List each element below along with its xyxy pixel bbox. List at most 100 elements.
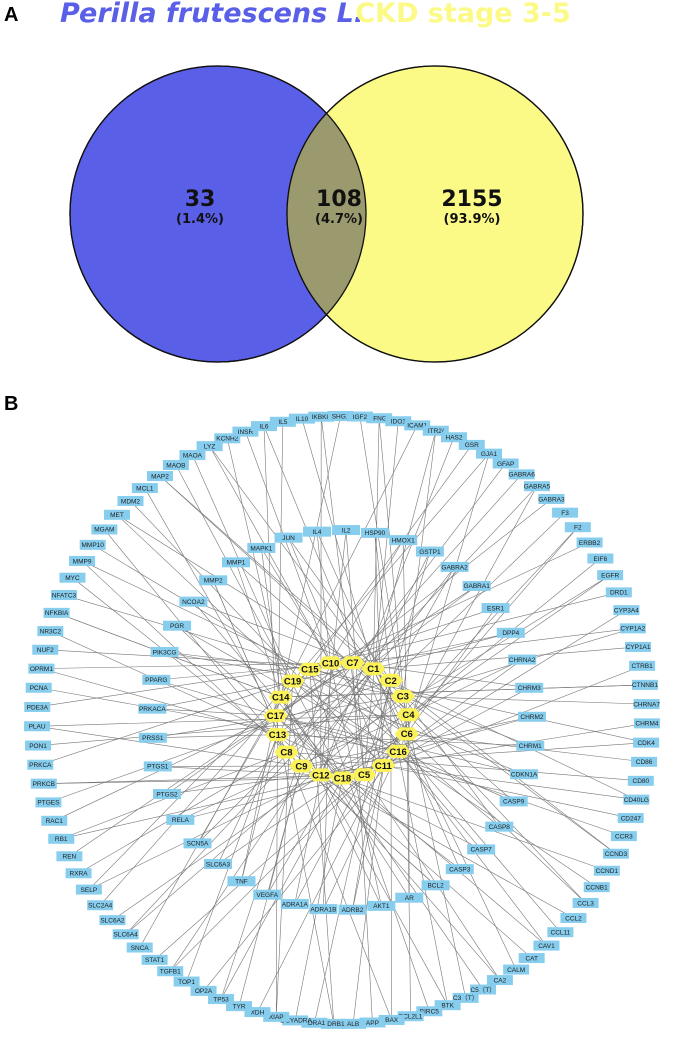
target-node-box (301, 1017, 328, 1028)
network-edge (38, 687, 399, 752)
network-edge (209, 445, 331, 664)
target-node-gabra3: GABRA3 (538, 493, 565, 504)
target-node-cd40lg: CD40LG (623, 794, 650, 805)
target-node-chrm2: CHRM2 (517, 711, 546, 722)
compound-node-shape (390, 689, 415, 703)
target-node-box (496, 627, 525, 638)
target-node-box (564, 522, 591, 533)
target-node-label: SCN5A (187, 841, 209, 848)
target-node-box (25, 740, 52, 751)
target-node-box (190, 985, 217, 996)
compound-node-c11: C11 (371, 759, 396, 773)
target-node-prkaca: PRKACA (138, 703, 166, 714)
target-node-chrna7: CHRNA7 (633, 699, 660, 710)
network-edge (345, 530, 365, 775)
target-node-label: PRKCA (29, 762, 52, 769)
network-edge (176, 625, 343, 779)
compound-node-label: C7 (346, 658, 358, 669)
target-node-label: APP (366, 1020, 379, 1027)
target-node-box (441, 432, 468, 443)
target-node-ido1: IDO1 (385, 416, 412, 427)
target-node-top1: TOP1 (173, 976, 200, 987)
target-node-cdk4: CDK4 (633, 737, 660, 748)
network-edge (217, 669, 311, 865)
target-node-label: OP2A (195, 988, 213, 995)
target-node-box (141, 954, 168, 965)
target-node-box (395, 892, 424, 903)
target-node-chrm4: CHRM4 (633, 718, 660, 729)
target-node-label: CCL2 (565, 915, 582, 922)
target-node-box (404, 420, 431, 431)
target-node-box (440, 561, 469, 572)
network-edge (352, 662, 637, 800)
network-edge (193, 601, 343, 779)
network-edge (320, 416, 365, 775)
target-node-box (510, 769, 539, 780)
target-node-c3-t: C3（T） (452, 992, 479, 1003)
target-node-box (157, 966, 184, 977)
target-node-box (359, 1017, 386, 1028)
target-node-has2: HAS2 (441, 432, 468, 443)
network-edge (286, 751, 392, 1021)
compound-node-label: C16 (389, 747, 406, 758)
target-node-egfr: EGFR (597, 570, 624, 581)
target-node-label: XIAP (269, 1014, 284, 1021)
target-node-box (593, 865, 620, 876)
target-node-pparg: PPARG (142, 674, 171, 685)
venn-right-percent: (93.9%) (444, 212, 501, 227)
target-node-box (340, 1018, 367, 1029)
target-node-box (25, 682, 52, 693)
target-node-box (282, 1015, 309, 1026)
compound-node-label: C3 (397, 692, 409, 703)
target-node-bcl2l1: BCL2L1 (397, 1011, 424, 1022)
target-node-box (280, 899, 309, 910)
network-edge (78, 751, 287, 874)
compound-node-c17: C17 (263, 709, 288, 723)
target-node-oprm1: OPRM1 (28, 663, 55, 674)
compound-node-label: C12 (312, 770, 329, 781)
target-node-box (24, 701, 51, 712)
target-node-tnf: TNF (227, 876, 256, 887)
network-edge (330, 662, 561, 933)
network-edge (92, 544, 407, 735)
network-edge (402, 430, 437, 697)
target-node-mmp10: MMP10 (79, 539, 106, 550)
compound-node-label: C13 (269, 730, 286, 741)
target-node-label: PIK3CG (153, 649, 177, 656)
target-node-il10: IL10 (288, 413, 315, 424)
network-edge (301, 765, 574, 919)
target-node-box (302, 526, 331, 537)
network-edge (288, 537, 384, 766)
target-node-label: EGFR (601, 572, 619, 579)
target-node-label: CASP8 (489, 824, 511, 831)
target-node-box (560, 912, 587, 923)
network-edge (245, 431, 331, 663)
network-edge (139, 696, 281, 948)
target-node-label: PDE3A (27, 704, 49, 711)
target-node-label: NFKBIA (45, 610, 69, 617)
target-node-box (112, 929, 139, 940)
target-node-label: CYP3A4 (614, 607, 639, 614)
target-node-label: CCR3 (615, 833, 633, 840)
target-node-box (87, 900, 114, 911)
target-node-box (583, 882, 610, 893)
target-node-igf2: IGF2 (346, 411, 373, 422)
network-edge (330, 592, 619, 664)
target-node-plau: PLAU (24, 721, 51, 732)
network-edge (241, 734, 278, 882)
compound-node-label: C18 (334, 773, 351, 784)
target-node-f3: F3 (552, 507, 579, 518)
network-edge (383, 765, 631, 819)
target-node-dcyadra: \DCYADRA (279, 1015, 312, 1026)
target-node-tgfb1: TGFB1 (157, 966, 184, 977)
compound-node-shape (378, 673, 403, 687)
target-node-ccnd1: CCND1 (593, 865, 620, 876)
target-node-label: MMP9 (73, 558, 92, 565)
target-node-label: SNCA (131, 945, 150, 952)
compound-node-shape (352, 768, 377, 782)
target-node-adra1a: ADRA1A (280, 899, 309, 910)
target-node-box (552, 507, 579, 518)
target-node-label: SLC2A4 (88, 903, 113, 910)
network-edge (316, 531, 408, 734)
target-node-eif6: EIF6 (587, 553, 614, 564)
